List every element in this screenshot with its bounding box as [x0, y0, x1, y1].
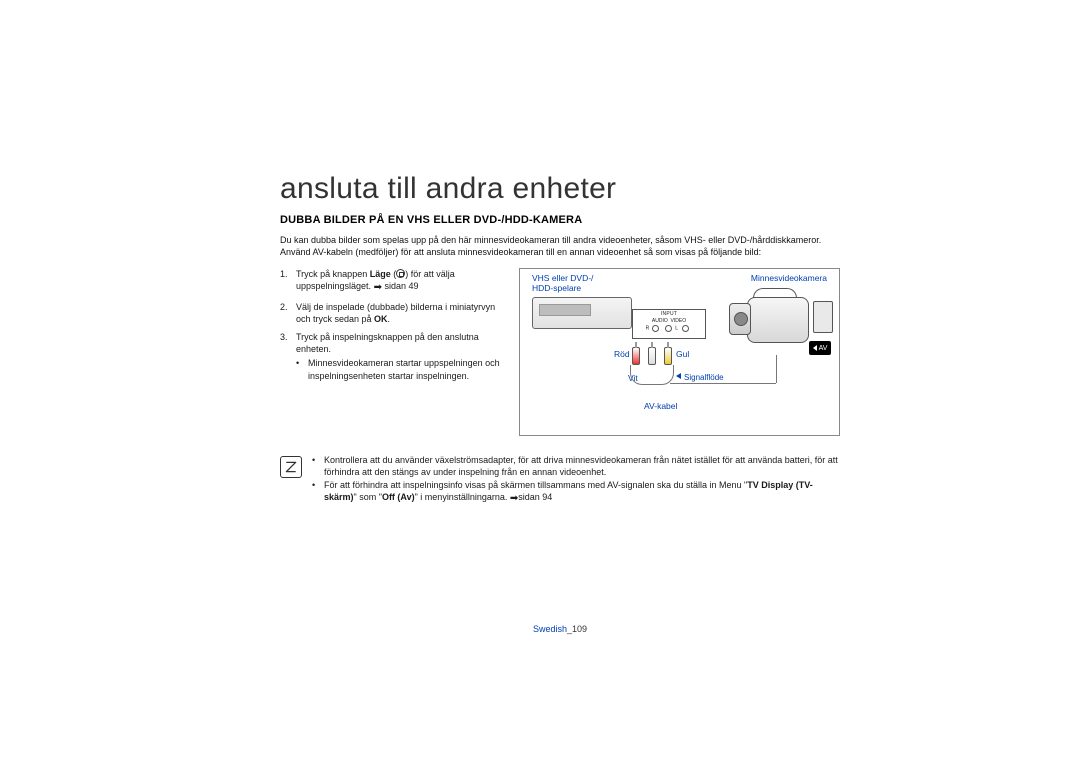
- cable-icon: [670, 383, 776, 384]
- rca-plug-white-icon: [648, 347, 656, 365]
- cable-icon: [776, 355, 777, 383]
- step-1: 1. Tryck på knappen Läge () för att välj…: [280, 268, 505, 295]
- intro-paragraph: Du kan dubba bilder som spelas upp på de…: [280, 234, 840, 258]
- rca-plug-red-icon: [632, 347, 640, 365]
- footer-page-number: 109: [572, 624, 587, 634]
- connection-diagram: VHS eller DVD-/ HDD-spelare Minnesvideok…: [519, 268, 840, 436]
- step-2: 2. Välj de inspelade (dubbade) bilderna …: [280, 301, 505, 325]
- diagram-vhs-label: VHS eller DVD-/ HDD-spelare: [532, 273, 593, 293]
- l-label: L: [675, 326, 678, 332]
- note-item: • För att förhindra att inspelningsinfo …: [312, 479, 840, 506]
- av-cable-label: AV-kabel: [644, 401, 677, 411]
- step-text: Tryck på inspelningsknappen på den anslu…: [296, 332, 479, 354]
- page-ref: sidan 49: [384, 281, 418, 291]
- input-label: INPUT: [633, 311, 705, 317]
- mode-icon: [396, 269, 405, 278]
- note-text: Kontrollera att du använder växelströmsa…: [324, 454, 840, 478]
- step-sub-bullet: • Minnesvideokameran startar uppspelning…: [296, 357, 505, 381]
- plug-red-label: Röd: [614, 349, 630, 359]
- step-bold: Läge: [370, 269, 391, 279]
- note-item: • Kontrollera att du använder växelström…: [312, 454, 840, 478]
- note-text: För att förhindra att inspelningsinfo vi…: [324, 480, 747, 490]
- r-label: R: [646, 326, 650, 332]
- plug-yellow-label: Gul: [676, 349, 689, 359]
- bullet-icon: •: [312, 454, 324, 478]
- page-ref: sidan 94: [518, 492, 552, 502]
- page-footer: Swedish_109: [280, 624, 840, 634]
- jack-icon: [652, 325, 659, 332]
- cable-icon: [630, 365, 674, 385]
- jack-icon: [682, 325, 689, 332]
- input-panel: INPUT AUDIO VIDEO RL: [632, 309, 706, 339]
- step-number: 2.: [280, 301, 296, 325]
- jack-icon: [665, 325, 672, 332]
- note-text: " som ": [354, 492, 382, 502]
- bullet-icon: •: [296, 357, 308, 381]
- step-text: Tryck på knappen: [296, 269, 370, 279]
- section-heading: DUBBA BILDER PÅ EN VHS ELLER DVD-/HDD-KA…: [280, 214, 840, 226]
- footer-language: Swedish: [533, 624, 567, 634]
- note-icon: [280, 456, 302, 478]
- step-sub-text: Minnesvideokameran startar uppspelningen…: [308, 357, 505, 381]
- step-number: 3.: [280, 331, 296, 382]
- note-text: " i menyinställningarna.: [415, 492, 510, 502]
- page-arrow-icon: ➡: [510, 492, 518, 506]
- signal-flow-label: Signalflöde: [676, 373, 724, 382]
- step-3: 3. Tryck på inspelningsknappen på den an…: [280, 331, 505, 382]
- step-text: .: [388, 314, 391, 324]
- note-block: • Kontrollera att du använder växelström…: [280, 454, 840, 505]
- note-bold: Off (Av): [382, 492, 415, 502]
- av-badge: AV: [809, 341, 831, 355]
- bullet-icon: •: [312, 479, 324, 506]
- steps-list: 1. Tryck på knappen Läge () för att välj…: [280, 268, 505, 436]
- diagram-camera-label: Minnesvideokamera: [751, 273, 827, 283]
- vhs-device-icon: [532, 297, 632, 329]
- step-bold: OK: [374, 314, 388, 324]
- step-text: Välj de inspelade (dubbade) bilderna i m…: [296, 302, 495, 324]
- page-title: ansluta till andra enheter: [280, 172, 840, 206]
- page-arrow-icon: ➡: [374, 281, 382, 295]
- step-number: 1.: [280, 268, 296, 295]
- rca-plug-yellow-icon: [664, 347, 672, 365]
